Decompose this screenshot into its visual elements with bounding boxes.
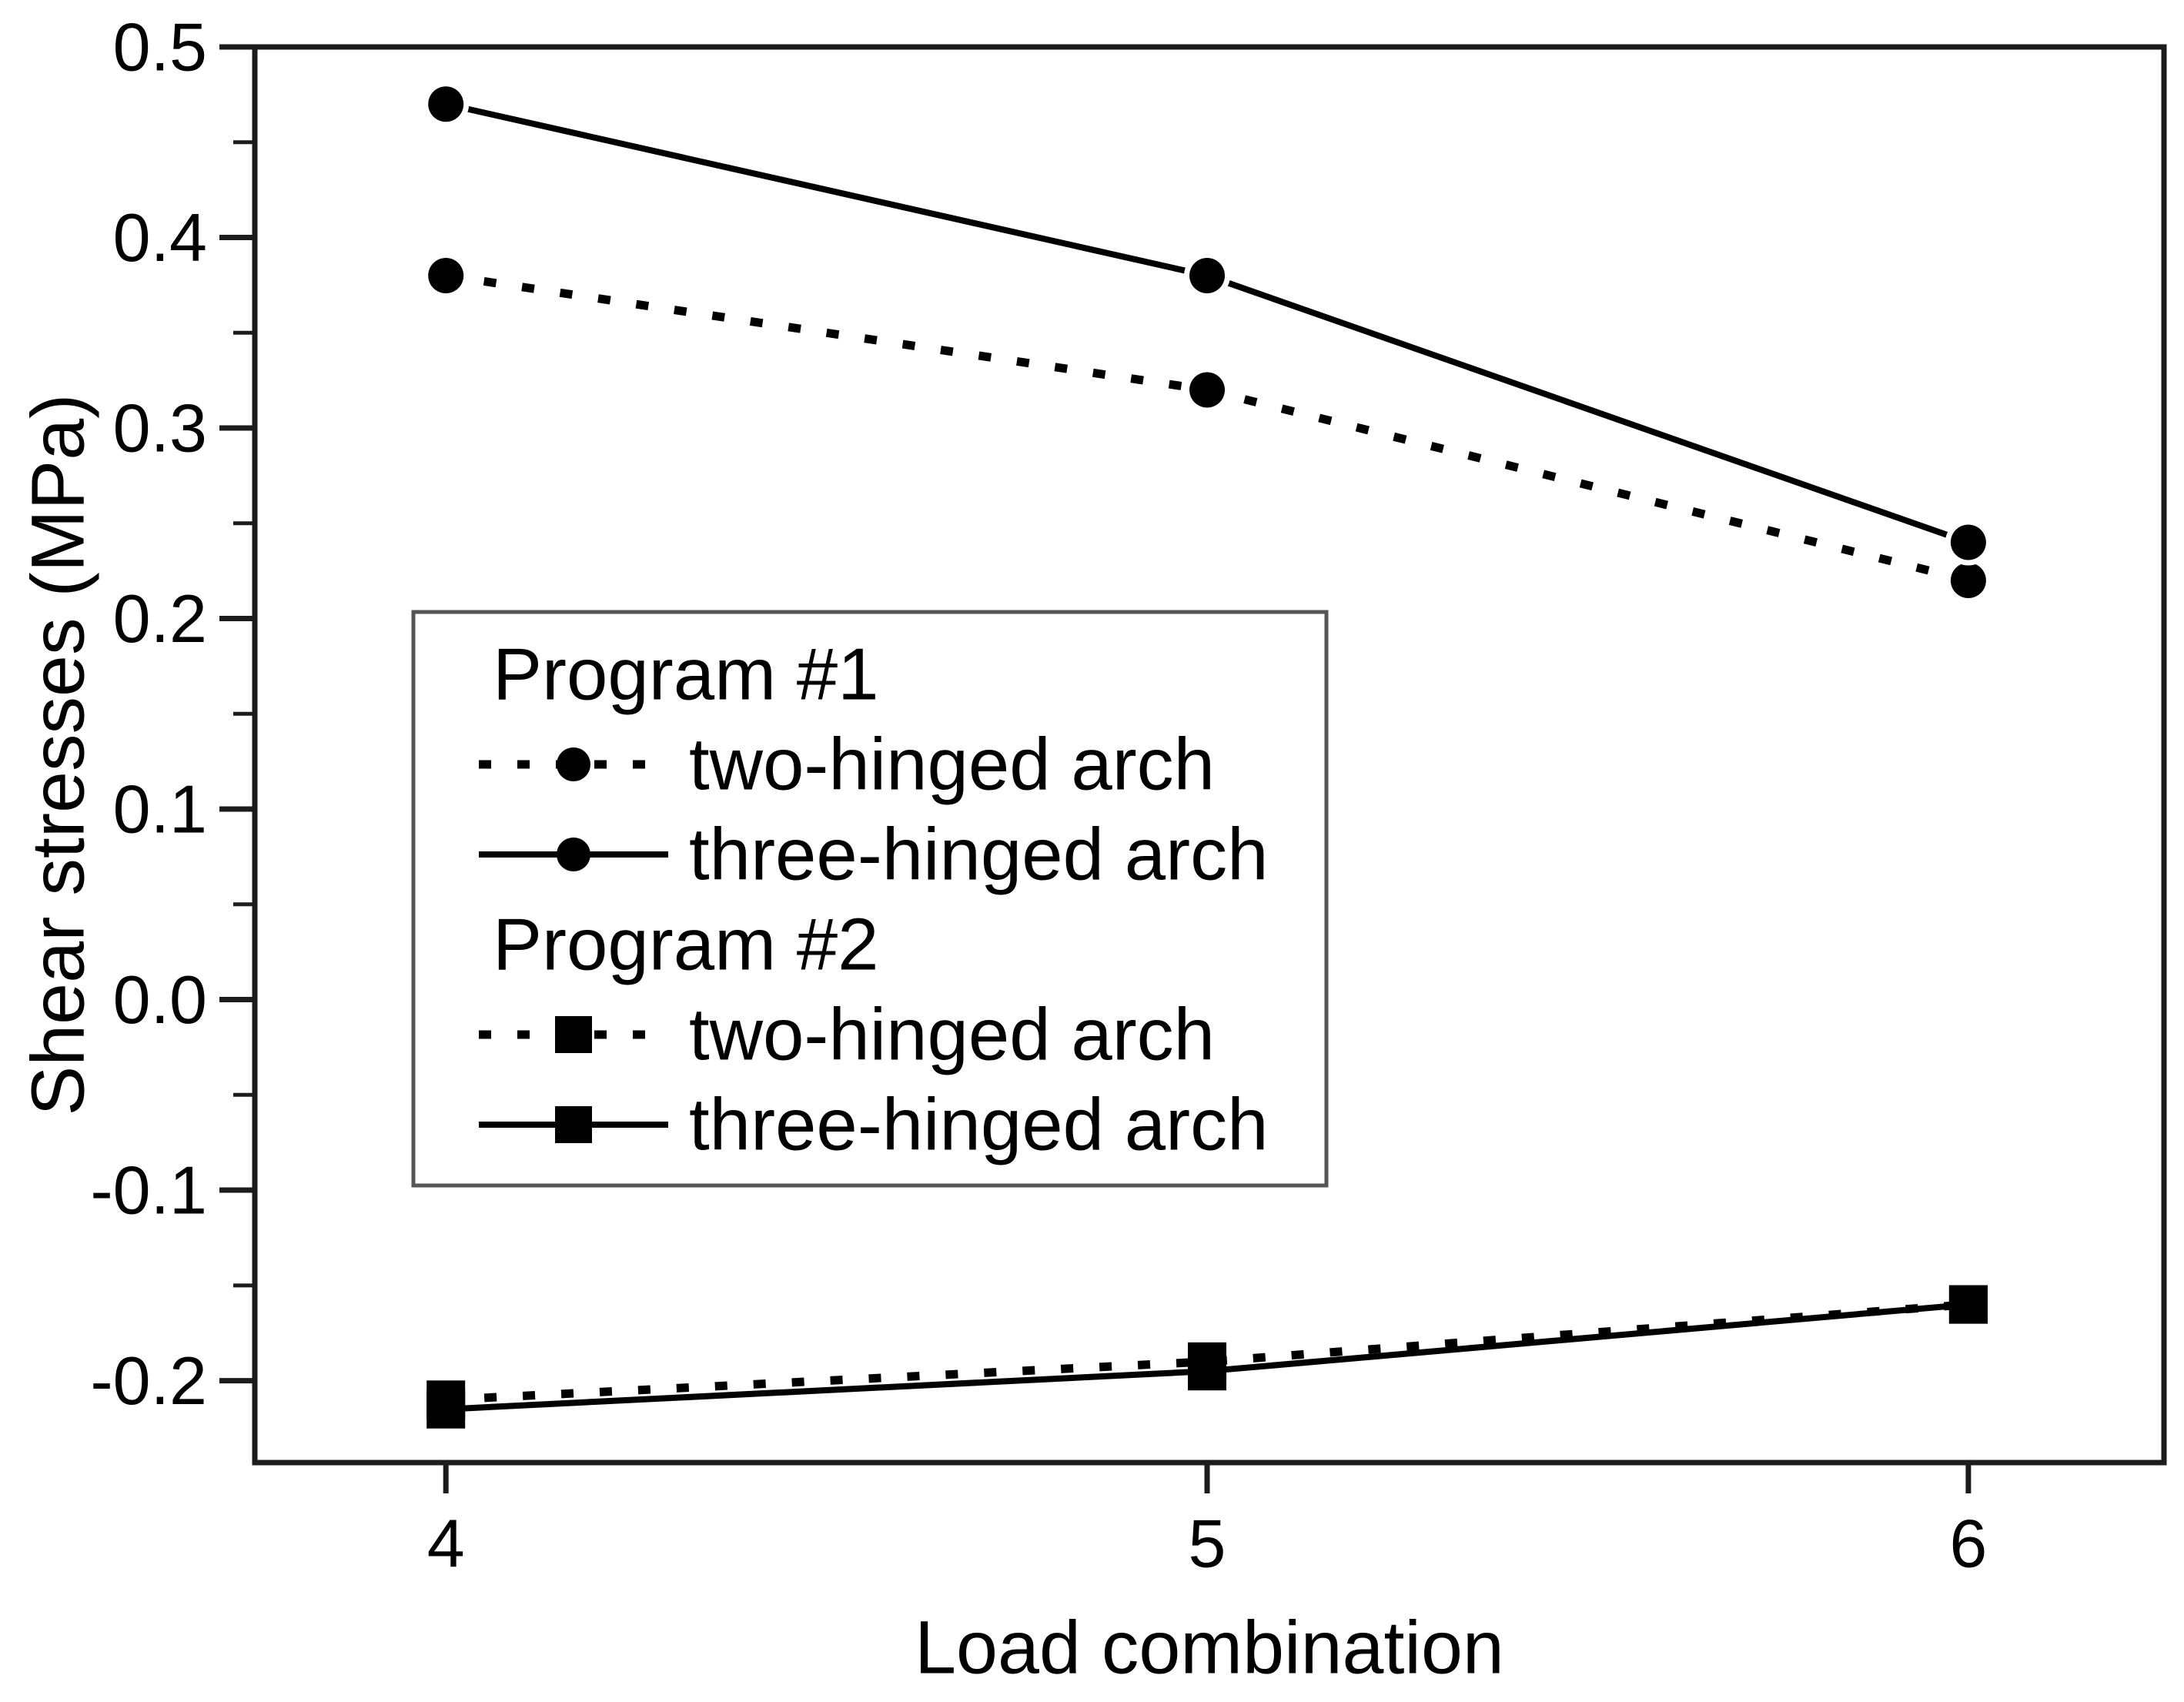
y-tick-label: 0.3 <box>113 390 207 466</box>
legend-group-header: Program #2 <box>493 904 879 986</box>
y-tick-label: 0.5 <box>113 9 207 85</box>
legend-entry-label: three-hinged arch <box>689 814 1268 896</box>
series-3-marker-square <box>1188 1352 1227 1391</box>
legend-marker-circle <box>557 838 590 871</box>
legend-entry-label: two-hinged arch <box>689 994 1215 1076</box>
series-1-marker-circle <box>1950 524 1986 560</box>
y-tick-label: -0.2 <box>90 1343 207 1419</box>
series-1-marker-circle <box>428 86 464 122</box>
y-tick-label: 0.4 <box>113 199 207 276</box>
series-3-marker-square <box>1948 1285 1988 1324</box>
legend-marker-square <box>555 1106 592 1143</box>
series-0-marker-circle <box>428 258 464 294</box>
x-tick-label: 4 <box>427 1506 465 1582</box>
legend-entry-label: three-hinged arch <box>689 1084 1268 1166</box>
series-3-marker-square <box>426 1389 466 1429</box>
x-tick-label: 5 <box>1189 1506 1226 1582</box>
series-0-marker-circle <box>1189 372 1226 408</box>
legend-entry-label: two-hinged arch <box>689 724 1215 806</box>
y-tick-label: 0.2 <box>113 580 207 657</box>
y-axis-title: Shear stresses (MPa) <box>16 394 100 1116</box>
series-line-2 <box>445 1300 1969 1404</box>
series-1-marker-circle <box>1189 258 1226 294</box>
legend-marker-square <box>555 1016 592 1053</box>
y-tick-label: 0.1 <box>113 771 207 848</box>
x-axis-title: Load combination <box>915 1606 1504 1690</box>
y-tick-label: -0.1 <box>90 1152 207 1229</box>
y-tick-label: 0.0 <box>113 961 207 1038</box>
series-0-marker-circle <box>1950 563 1986 599</box>
legend-box <box>411 610 1329 1188</box>
x-tick-label: 6 <box>1949 1506 1987 1582</box>
legend-marker-circle <box>557 747 590 781</box>
legend-group-header: Program #1 <box>493 634 879 716</box>
